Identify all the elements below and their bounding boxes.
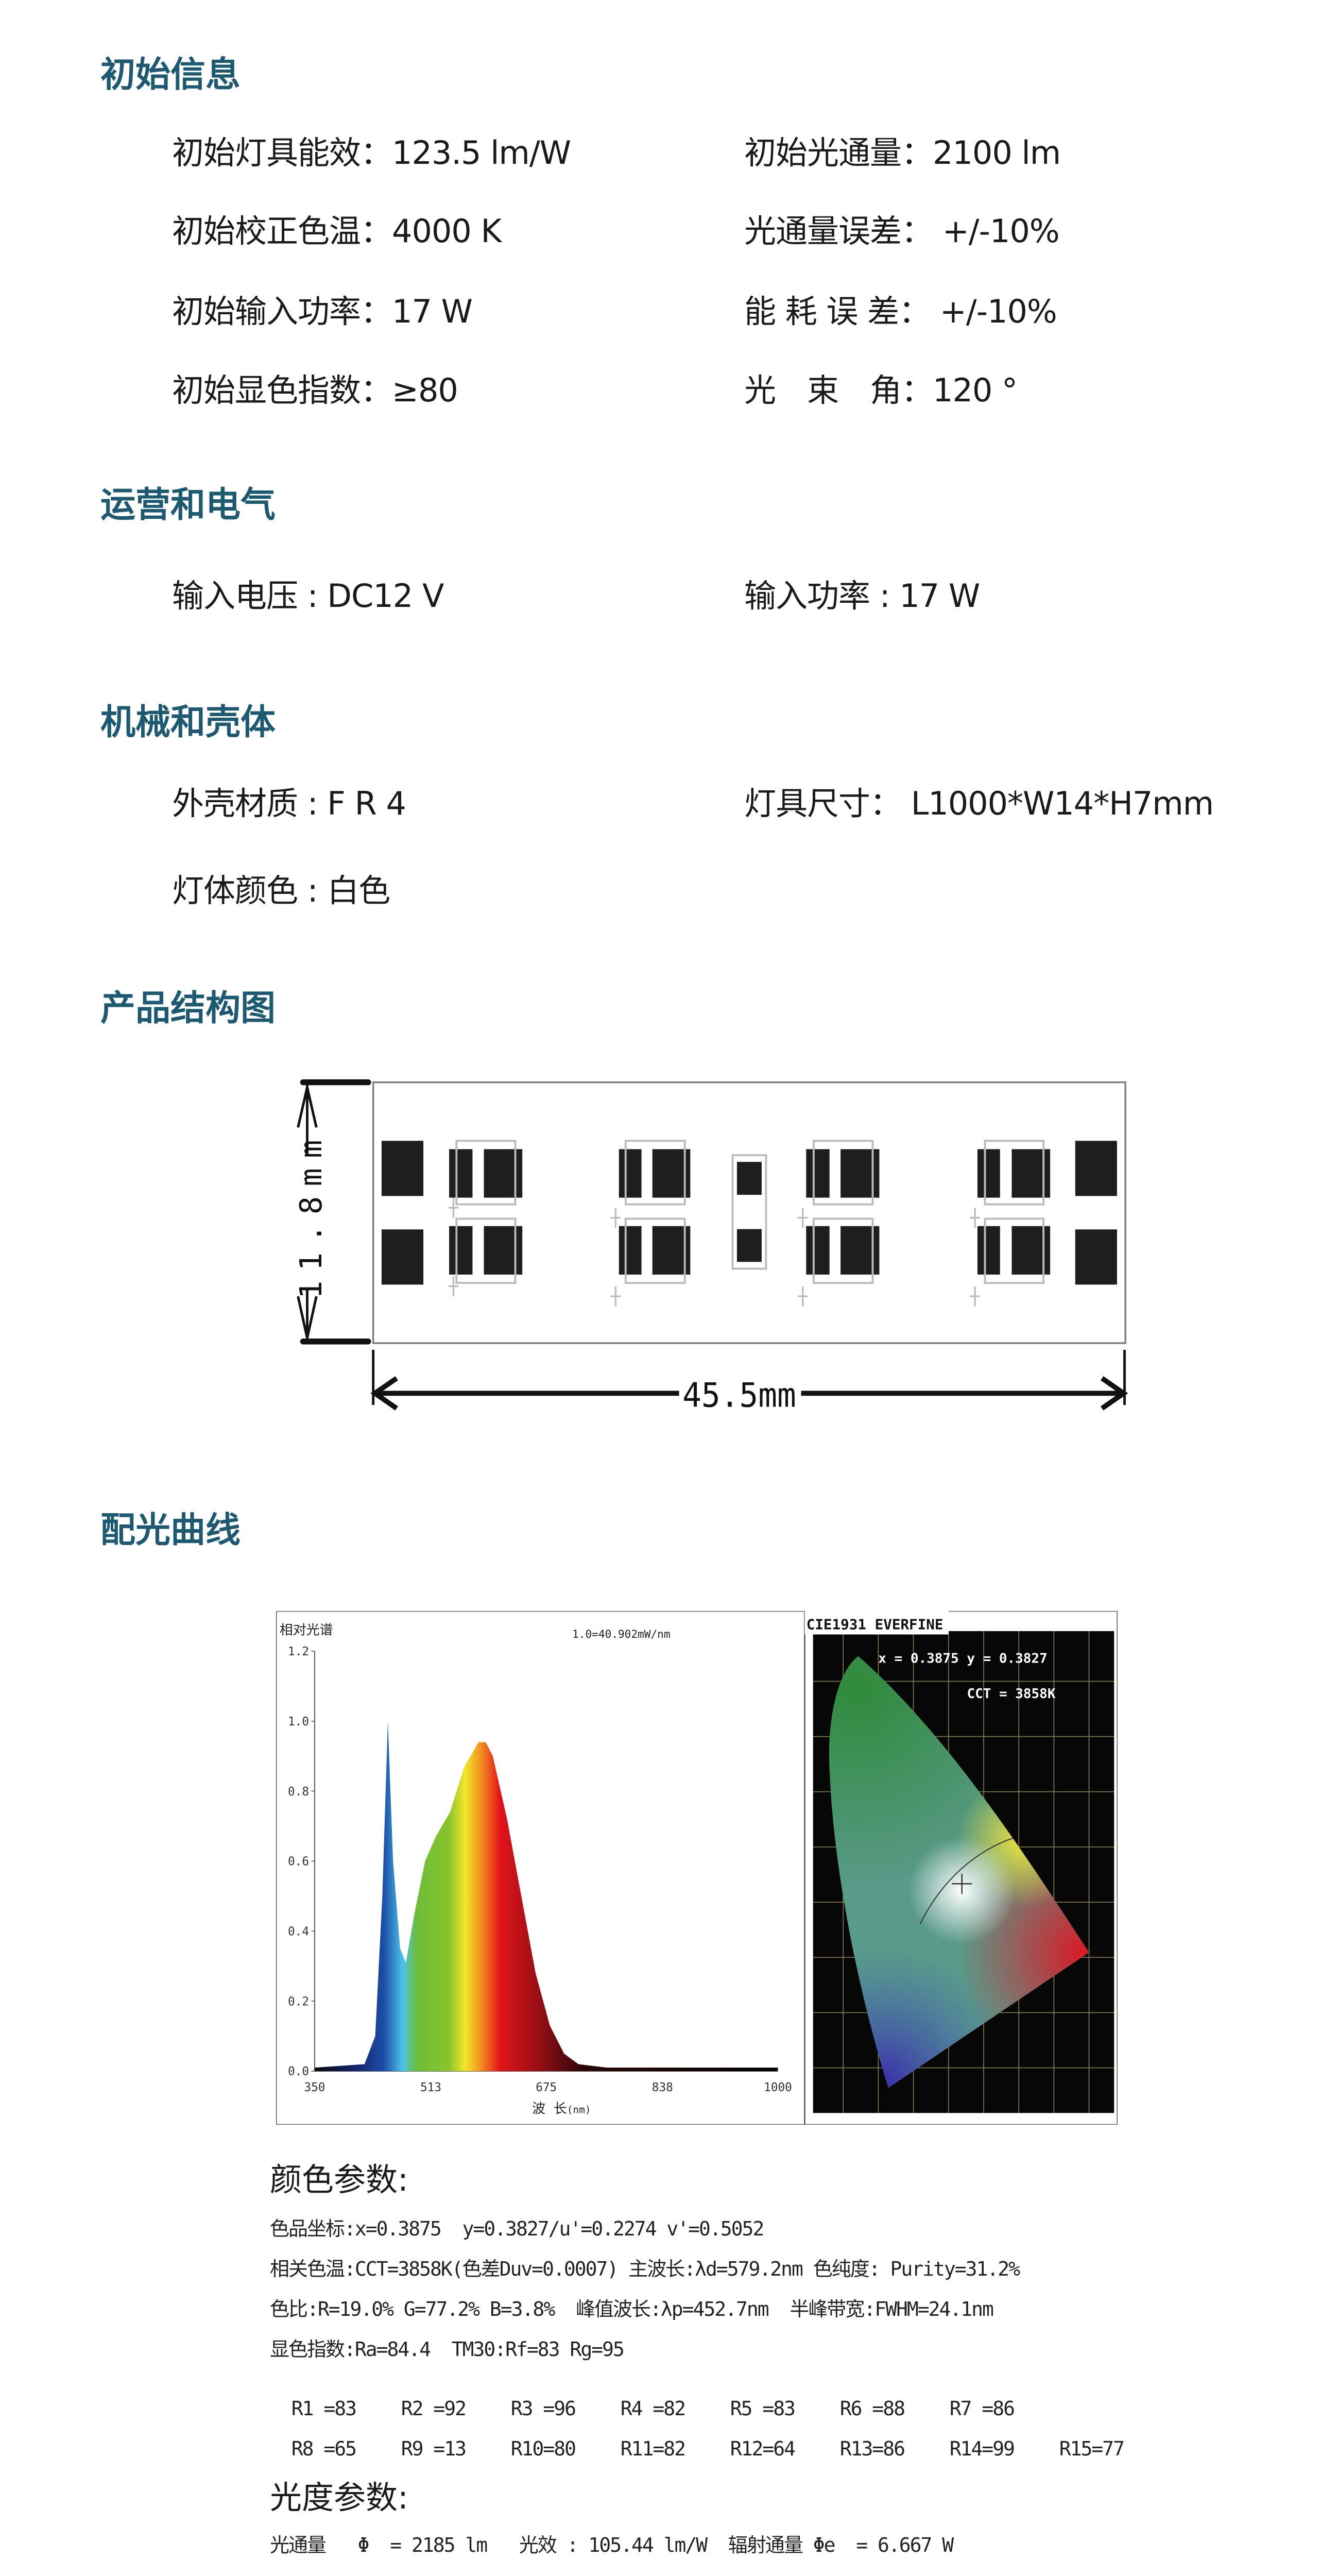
color-param-cri: 显色指数:Ra=84.4 TM30:Rf=83 Rg=95: [270, 2338, 625, 2361]
r-value: R2 =92: [401, 2397, 467, 2420]
spec-cri: 初始显色指数：≥80: [172, 371, 458, 409]
color-param-chromaticity: 色品坐标:x=0.3875 y=0.3827/u'=0.2274 v'=0.50…: [270, 2217, 764, 2240]
structure-diagram: 11.8mm 45.5mm: [294, 1079, 1128, 1415]
spec-size: 灯具尺寸： L1000*W14*H7mm: [744, 785, 1214, 822]
height-dimension: [297, 1079, 371, 1345]
section-heading-structure: 产品结构图: [100, 988, 276, 1029]
x-axis-label: 波 长(nm): [532, 2101, 591, 2116]
r-values-row-1: R1 =83 R2 =92 R3 =96 R4 =82 R5 =83 R6 =88 R7 =…: [270, 2379, 1059, 2418]
spec-input-power-2: 输入功率 : 17 W: [744, 577, 980, 615]
spec-efficacy: 初始灯具能效：123.5 lm/W: [172, 134, 571, 172]
spec-body-color: 灯体颜色 : 白色: [172, 872, 390, 909]
r-value: R6 =88: [839, 2397, 905, 2420]
y-tick-label: 0.2: [288, 1995, 309, 2008]
y-tick-label: 0.4: [288, 1925, 309, 1938]
r-value: R10=80: [510, 2437, 576, 2460]
x-tick-label: 838: [652, 2081, 673, 2094]
spec-power-tolerance: 能 耗 误 差： +/-10%: [744, 293, 1057, 330]
spec-housing-material: 外壳材质 : F R 4: [172, 785, 406, 822]
color-param-ratio: 色比:R=19.0% G=77.2% B=3.8% 峰值波长:λp=452.7n…: [270, 2298, 994, 2320]
cie-xy: x = 0.3875 y = 0.3827: [878, 1651, 1047, 1667]
spectrum-and-cie-figure: 相对光谱 1.0=40.902mW/nm 0.0 0.2 0.4 0.6 0.8 1.0 1…: [276, 1611, 1118, 2125]
y-tick-label: 1.0: [288, 1715, 309, 1728]
r-value: R1 =83: [291, 2397, 357, 2420]
r-values-row-2: R8 =65 R9 =13 R10=80 R11=82 R12=64 R13=86 R14=…: [270, 2419, 1169, 2459]
photometric-heading: 光度参数:: [270, 2479, 408, 2516]
r-value: R5 =83: [730, 2397, 796, 2420]
spectrum-area: [314, 1721, 778, 2072]
r-value: R9 =13: [401, 2437, 467, 2460]
r-value: R11=82: [620, 2437, 686, 2460]
section-heading-light-curve: 配光曲线: [100, 1510, 241, 1551]
r-value: R14=99: [949, 2437, 1015, 2460]
r-value: R13=86: [839, 2437, 905, 2460]
chart-title: 相对光谱: [280, 1622, 333, 1638]
x-tick-label: 1000: [764, 2081, 792, 2094]
section-heading-electrical: 运营和电气: [100, 485, 276, 526]
chart-annotation: 1.0=40.902mW/nm: [572, 1628, 671, 1640]
spec-beam-angle: 光 束 角：120 °: [744, 371, 1018, 409]
r-value: R15=77: [1059, 2437, 1125, 2460]
cie-point-marker: [952, 1873, 972, 1894]
spec-input-power: 初始输入功率：17 W: [172, 293, 473, 330]
r-value: R12=64: [730, 2437, 796, 2460]
spec-input-voltage: 输入电压 : DC12 V: [172, 577, 444, 615]
led-outlines: [455, 1140, 1045, 1284]
photometric-line: 光通量 Φ = 2185 lm 光效 : 105.44 lm/W 辐射通量 Φe…: [270, 2534, 954, 2556]
section-heading-initial-info: 初始信息: [100, 55, 241, 95]
y-tick-label: 1.2: [288, 1645, 309, 1658]
cie-cct: CCT = 3858K: [967, 1686, 1055, 1702]
section-heading-mechanical: 机械和壳体: [100, 702, 276, 743]
height-label: 11.8mm: [294, 1130, 329, 1299]
solder-pads: [381, 1141, 1117, 1285]
width-label: 45.5mm: [682, 1376, 796, 1415]
x-tick-label: 513: [420, 2081, 441, 2094]
r-value: R3 =96: [510, 2397, 576, 2420]
color-param-cct: 相关色温:CCT=3858K(色差Duv=0.0007) 主波长:λd=579.…: [270, 2258, 1020, 2280]
y-tick-label: 0.6: [288, 1855, 309, 1869]
x-tick-label: 350: [304, 2081, 325, 2094]
r-value: R7 =86: [949, 2397, 1015, 2420]
y-tick-label: 0.8: [288, 1785, 309, 1799]
spec-cct: 初始校正色温：4000 K: [172, 212, 502, 250]
x-tick-label: 675: [536, 2081, 557, 2094]
spec-flux-tolerance: 光通量误差： +/-10%: [744, 212, 1060, 250]
polarity-marks: [448, 1197, 980, 1307]
r-value: R4 =82: [620, 2397, 686, 2420]
color-params-heading: 颜色参数:: [270, 2161, 408, 2198]
cie-title: CIE1931 EVERFINE: [807, 1616, 944, 1633]
y-tick-label: 0.0: [288, 2065, 309, 2078]
spec-flux: 初始光通量：2100 lm: [744, 134, 1061, 172]
width-dimension: [370, 1349, 1128, 1411]
r-value: R8 =65: [291, 2437, 357, 2460]
